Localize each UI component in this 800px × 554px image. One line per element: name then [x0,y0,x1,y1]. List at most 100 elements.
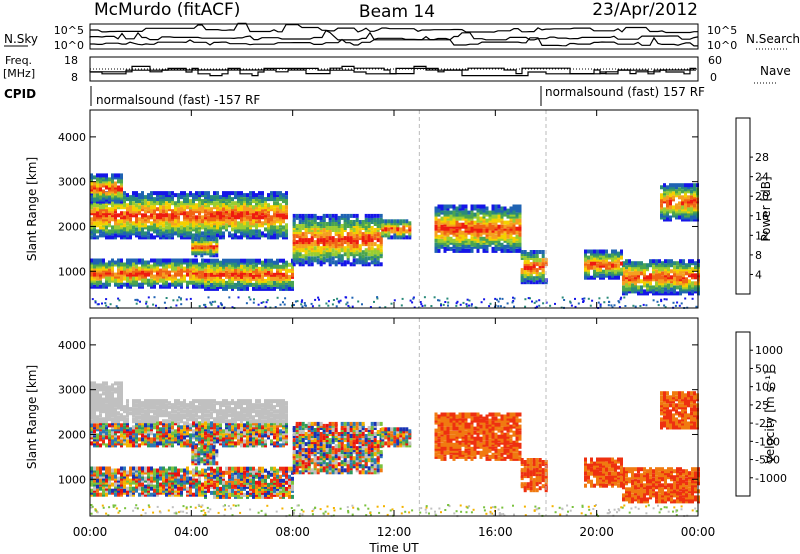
power-cell [138,205,141,210]
velocity-cell [105,486,108,491]
power-cell [237,274,240,279]
power-cell [681,205,684,210]
power-cell [367,252,371,257]
power-cell [284,297,287,300]
power-cell [146,305,149,308]
power-cell [292,256,296,261]
power-cell [132,229,135,234]
power-cell [690,199,693,204]
power-cell [587,297,590,300]
power-cell [596,263,599,268]
power-cell [210,213,213,218]
power-cell [162,278,165,283]
power-cell [497,218,501,223]
power-cell [458,234,462,239]
power-cell [90,217,93,222]
power-cell [206,237,210,242]
power-cell [111,266,114,271]
power-cell [304,224,308,228]
velocity-cell [165,478,168,483]
power-cell [135,213,138,218]
power-cell [317,296,320,299]
power-cell [497,234,501,239]
power-cell [93,181,96,186]
power-cell [255,211,258,216]
power-cell [590,249,593,254]
power-cell [669,183,672,188]
power-cell [569,301,572,304]
power-cell [433,296,436,299]
power-cell [192,225,195,230]
velocity-cell [276,470,279,475]
power-cell [512,218,516,223]
power-cell [515,204,519,209]
power-cell [105,298,108,301]
power-cell [93,264,96,269]
power-cell [325,244,329,249]
power-cell [237,262,240,267]
power-cell [138,201,141,206]
velocity-cell [216,482,219,487]
power-cell [171,191,174,196]
power-cell [295,234,299,239]
power-cell [523,250,527,254]
power-cell [295,224,299,228]
power-cell [503,206,507,211]
power-cell [147,296,150,299]
power-cell [485,210,489,215]
power-cell [291,264,294,269]
power-cell [590,275,593,280]
power-cell [191,241,195,246]
power-cell [325,213,329,218]
power-cell [666,185,669,190]
power-cell [464,204,468,209]
power-cell [156,207,159,212]
power-cell [228,258,231,263]
power-cell [165,209,168,214]
power-cell [159,221,162,226]
power-cell [449,214,453,219]
power-cell [523,270,527,275]
power-cell [625,259,628,264]
power-cell [337,252,341,257]
velocity-cell [252,494,255,499]
power-cell [337,256,341,261]
power-cell [240,213,243,218]
power-cell [192,280,195,285]
velocity-cell [183,486,186,491]
power-cell [599,273,602,278]
power-cell [373,242,377,247]
power-cell [443,204,447,209]
power-cell [162,217,165,222]
power-cell [209,237,213,242]
power-cell [99,205,102,210]
power-cell [117,225,120,230]
power-cell [440,208,444,213]
power-cell [314,298,317,301]
power-cell [660,193,663,198]
velocity-cell [99,492,102,497]
power-cell [652,265,655,270]
power-cell [602,273,605,278]
velocity-cell [258,472,261,477]
power-cell [198,278,201,283]
power-cell [231,213,234,218]
power-cell [111,195,114,200]
power-cell [655,269,658,274]
power-cell [114,225,117,230]
power-cell [577,302,580,305]
power-cell [126,193,129,198]
power-cell [252,191,255,196]
power-cell [614,269,617,274]
power-cell [209,241,213,246]
power-cell [678,191,681,196]
power-cell [141,258,144,263]
power-cell [261,209,264,214]
velocity-cell [267,490,270,495]
power-cell [369,306,372,309]
cpid-right-text: normalsound (fast) 157 RF [545,85,705,99]
power-cell [156,258,159,263]
power-cell [213,258,216,263]
power-cell [310,220,314,224]
power-cell [614,263,617,268]
